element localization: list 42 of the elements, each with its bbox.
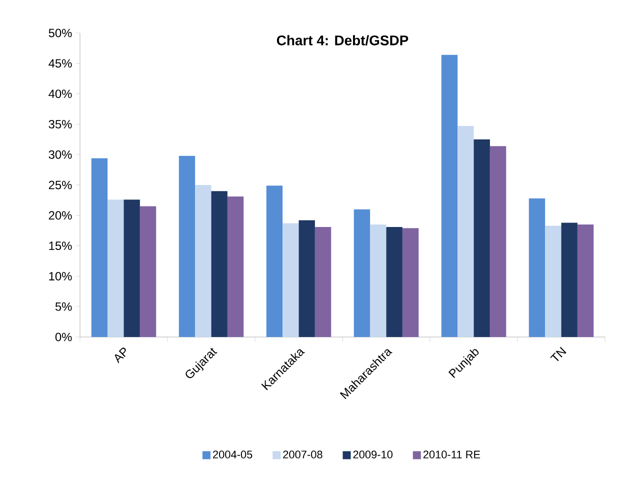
bar — [386, 226, 402, 337]
y-tick-label: 20% — [48, 211, 72, 220]
bar — [140, 206, 156, 337]
bar — [474, 139, 490, 337]
bar — [528, 198, 546, 337]
x-tick-label: AP — [114, 348, 126, 364]
bar — [545, 226, 562, 337]
bar — [314, 226, 332, 337]
bar — [402, 228, 419, 337]
bar — [282, 223, 299, 337]
y-tick-label: 0% — [55, 332, 72, 342]
y-tick-label: 10% — [49, 272, 72, 280]
bar — [108, 200, 124, 337]
bar — [124, 200, 140, 337]
y-tick-label: 25% — [48, 180, 72, 190]
bar — [178, 156, 196, 337]
legend-label: 2007-08 — [283, 450, 322, 458]
legend-label: 2009-10 — [353, 450, 393, 458]
bar — [561, 222, 578, 337]
y-tick-label: 35% — [48, 120, 72, 128]
bar — [577, 224, 594, 337]
bar — [298, 220, 315, 337]
bar — [370, 224, 386, 337]
bar — [354, 209, 370, 337]
bar — [441, 54, 458, 337]
y-tick-label: 50% — [48, 28, 72, 38]
y-tick-label: 15% — [49, 242, 72, 250]
bar — [266, 186, 283, 337]
y-tick-label: 40% — [48, 90, 72, 98]
bar — [211, 191, 228, 337]
bar — [490, 146, 506, 337]
legend-label: 2010-11 RE — [423, 450, 480, 458]
y-tick-label: 5% — [55, 302, 72, 311]
y-tick-label: 30% — [48, 150, 72, 159]
legend-label: 2004-05 — [213, 450, 252, 458]
bar — [227, 196, 244, 337]
x-tick-label: TN — [550, 346, 566, 362]
y-tick-label: 45% — [48, 59, 72, 68]
bar — [195, 185, 212, 337]
bar — [458, 126, 474, 337]
chart-title: Chart 4: Debt/GSDP — [276, 35, 408, 46]
bar — [91, 158, 108, 337]
